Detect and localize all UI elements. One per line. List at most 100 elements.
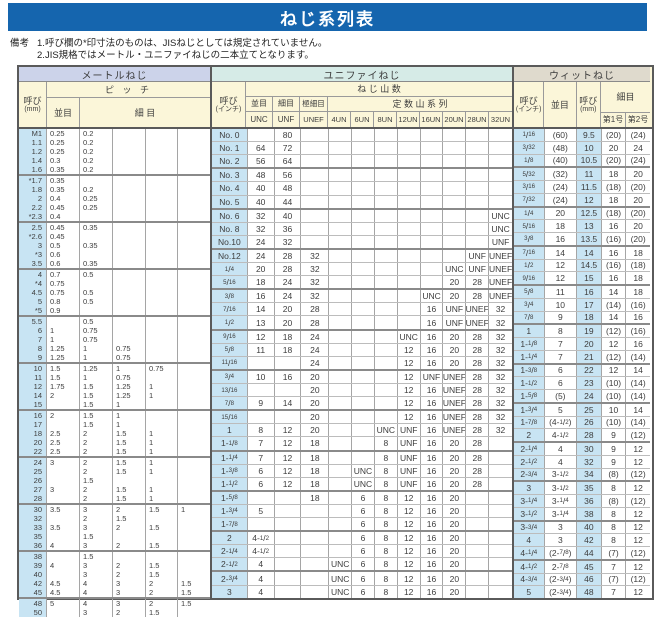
- metric-size-cell: 7: [19, 335, 47, 344]
- metric-fine-pitch-cell: 1.25: [113, 391, 146, 400]
- unified-12un-cell: UNF: [398, 437, 421, 450]
- metric-fine-pitch-cell: [178, 364, 210, 373]
- whitworth-no2-cell: 12: [633, 456, 643, 467]
- row-group: 2.5 0.45 0.35 *2.6 0.45 3 0.5 0.35 *3 0.6 3.5 0.6 0.…: [19, 223, 210, 270]
- table-row: 2- 1/4 4 30 9 12: [514, 443, 650, 455]
- metric-fine-pitch-cell: 1: [146, 429, 178, 438]
- metric-size-cell: 24: [19, 458, 47, 467]
- table-row: 2- 3/4 4 UNC 6 8 12 16 20: [212, 572, 512, 585]
- metric-fine-pitch-cell: [178, 400, 210, 409]
- row-group: 2- 1/4 4 30 9 12 2- 1/2 4 32 9 12 2- 3/4 3- 1/2 34 (8) (12…: [514, 443, 650, 483]
- whitworth-size-inch-cell: 7/8: [514, 311, 545, 324]
- metric-coarse-pitch-cell: 2.5: [47, 447, 80, 456]
- unified-28un-cell: UNEF: [466, 316, 490, 329]
- metric-fine-pitch-cell: 1: [113, 411, 146, 420]
- whitworth-no1-cell: 8: [602, 521, 627, 534]
- table-row: *4 0.75: [19, 279, 210, 288]
- table-row: 4.5 0.75 0.5: [19, 288, 210, 297]
- metric-fine-pitch-cell: 0.35: [80, 259, 113, 268]
- whitworth-coarse-cell: (40): [545, 154, 578, 167]
- unified-unf-cell: [275, 545, 302, 558]
- unified-32un-cell: 32: [495, 357, 506, 368]
- table-row: 5.5 0.5: [19, 317, 210, 326]
- metric-fine-pitch-cell: [178, 532, 210, 541]
- metric-fine-pitch-cell: 1.5: [80, 476, 113, 485]
- table-row: 42 4.5 4 3 2 1.5: [19, 579, 210, 588]
- whitworth-coarse-cell: 12: [545, 272, 578, 284]
- unified-size-cell: 11/16: [212, 356, 248, 369]
- unified-32un-cell: [489, 505, 512, 517]
- unified-8un-cell: 8: [375, 464, 398, 477]
- table-row: 45 4.5 4 3 2 1.5: [19, 588, 210, 597]
- unified-unc-cell: 12: [248, 330, 275, 343]
- table-row: 10 1.5 1.25 1 0.75: [19, 364, 210, 373]
- metric-fine-pitch-cell: 2: [80, 429, 113, 438]
- metric-fine-pitch-cell: [113, 259, 146, 268]
- whitworth-coarse-cell: 16: [545, 233, 578, 245]
- unified-20un-cell: UNF: [443, 303, 467, 316]
- table-row: 13/16 20 12 16 UNEF 28 32: [212, 382, 512, 397]
- unified-20un-cell: 20: [443, 491, 467, 504]
- metric-size-cell: 16: [19, 411, 47, 420]
- row-group: 1- 5/8 18 6 8 12 16 20 1- 3/4 5 6 8 12 16 20 1- 7/8 6 8 12 16…: [212, 491, 512, 533]
- metric-fine-pitch-cell: [178, 259, 210, 268]
- whitworth-no2-cell: 20: [633, 221, 643, 232]
- metric-fine-pitch-cell: 1.5: [146, 570, 178, 579]
- unified-4un-cell: [329, 330, 353, 343]
- whitworth-size-mm-cell: 12: [577, 193, 602, 206]
- metric-fine-pitch-cell: 2: [113, 570, 146, 579]
- table-row: No.10 24 32 UNF: [212, 234, 512, 248]
- unified-16un-cell: 16: [421, 303, 444, 316]
- whitworth-coarse-cell: 4- 1/2: [545, 429, 578, 441]
- unified-6un-cell: [352, 411, 375, 424]
- metric-coarse-pitch-cell: 1.25: [47, 344, 80, 353]
- row-group: 48 5 4 3 2 1.5 50 3 2 1.5: [19, 599, 210, 617]
- unified-28un-cell: [466, 504, 490, 518]
- unified-unf-cell: 48: [275, 182, 302, 195]
- unified-unf-cell: 28: [275, 249, 302, 263]
- table-row: 3- 3/4 3 40 8 12: [514, 521, 650, 534]
- metric-size-cell: 50: [19, 608, 47, 617]
- table-row: 25 2 1.5 1: [19, 467, 210, 476]
- unified-8un-cell: [375, 222, 398, 235]
- unified-unc-cell: 24: [248, 249, 275, 263]
- metric-fine-pitch-cell: [146, 317, 178, 326]
- whitworth-call-mm-header: 呼び (mm): [576, 82, 601, 127]
- unified-16un-cell: 16: [421, 585, 444, 598]
- metric-fine-pitch-cell: 1: [113, 364, 146, 373]
- unified-6un-cell: [352, 383, 375, 397]
- metric-fine-pitch-cell: 0.2: [80, 147, 113, 156]
- unified-12un-cell: 12: [398, 518, 421, 531]
- unified-12un-cell: [398, 209, 421, 222]
- metric-fine-pitch-cell: [178, 429, 210, 438]
- metric-size-cell: 10: [19, 364, 47, 373]
- row-group: 16 2 1.5 1 17 1.5 1 18 2.5 2 1.5 1 20 2.5 2 1.5 1 22 2.5 2 1…: [19, 411, 210, 458]
- unified-unef-cell: 28: [301, 316, 330, 329]
- unified-unef-cell: [301, 545, 330, 558]
- metric-fine-pitch-cell: 1.5: [113, 447, 146, 456]
- metric-fine-pitch-cell: [146, 223, 178, 232]
- metric-size-cell: 9: [19, 353, 47, 362]
- unified-unc-cell: [248, 491, 275, 504]
- metric-size-cell: 17: [19, 420, 47, 429]
- metric-fine-pitch-cell: [178, 317, 210, 326]
- unified-4un-cell: [329, 235, 353, 248]
- unified-4un-cell: [329, 437, 353, 450]
- table-row: 3/8 16 13.5 (16) (20): [514, 232, 650, 245]
- metric-coarse-pitch-cell: 1.5: [47, 373, 80, 382]
- table-row: No. 8 32 36 UNC: [212, 221, 512, 235]
- metric-fine-pitch-cell: [178, 297, 210, 306]
- unified-unf-cell: 16: [275, 370, 302, 383]
- unified-size-cell: 1- 5/8: [212, 491, 248, 504]
- unified-unef-cell: 18: [301, 464, 330, 477]
- unified-28un-cell: [466, 129, 490, 142]
- unified-unc-cell: [248, 411, 275, 424]
- metric-size-cell: *5: [19, 306, 47, 315]
- unified-32un-cell: [489, 545, 512, 557]
- whitworth-size-inch-cell: 1- 1/8: [514, 338, 545, 350]
- unified-8un-cell: [375, 343, 398, 356]
- unified-unf-header: UNF: [273, 112, 300, 127]
- metric-size-cell: 1.2: [19, 147, 47, 156]
- unified-unf-cell: [275, 491, 302, 504]
- metric-coarse-pitch-cell: 1.5: [47, 364, 80, 373]
